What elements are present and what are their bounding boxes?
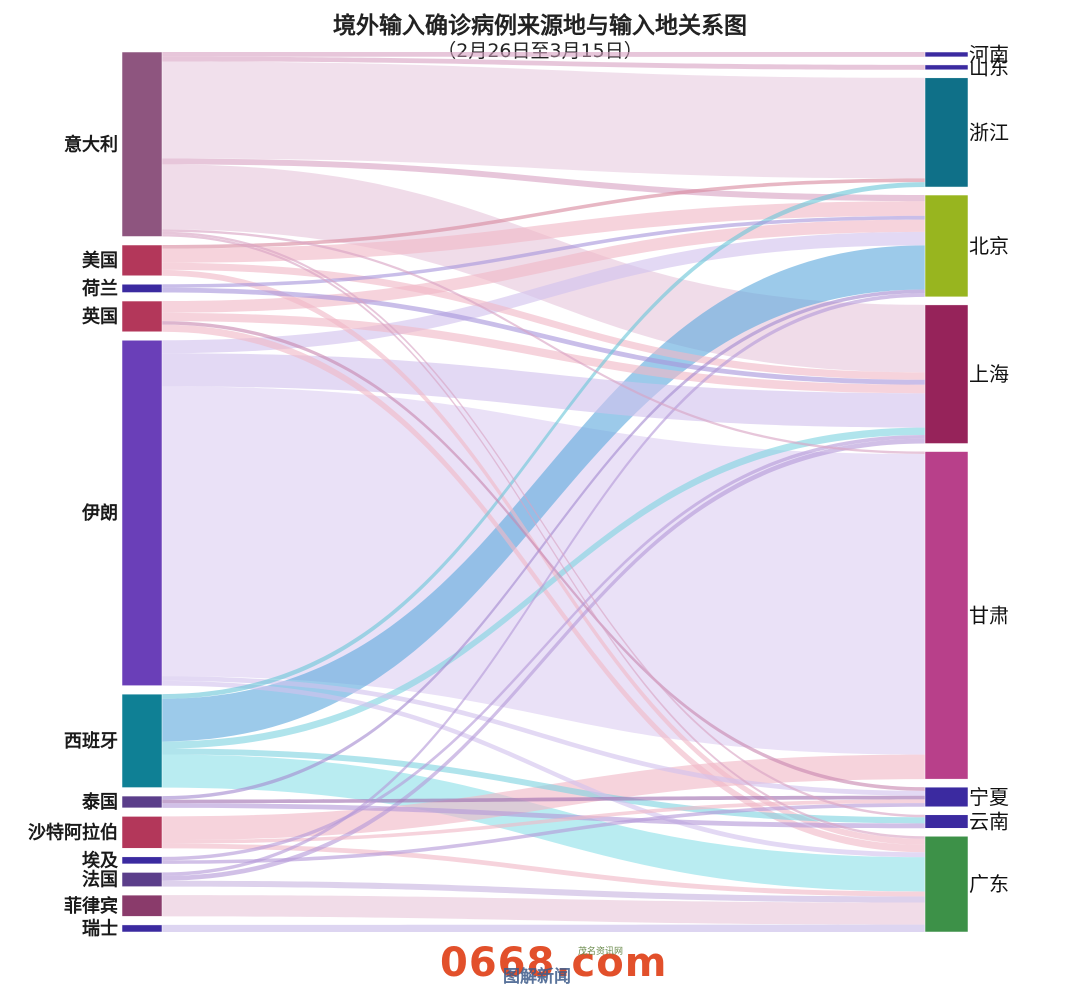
source-label-0: 意大利	[64, 133, 118, 155]
target-label-8: 广东	[969, 872, 1009, 896]
source-label-7: 沙特阿拉伯	[28, 821, 118, 843]
flow-e88bb1e59bbd-to-e4b88ae6b5b7	[162, 312, 925, 394]
target-node-4	[924, 304, 969, 444]
source-label-5: 西班牙	[64, 731, 118, 752]
source-label-6: 泰国	[81, 791, 118, 813]
target-label-4: 上海	[969, 362, 1009, 386]
source-label-8: 埃及	[82, 849, 119, 871]
target-node-0	[924, 51, 969, 58]
flow-links	[162, 52, 925, 932]
flow-e6b3b0e59bbd-to-e5ae81e5a48f	[162, 795, 925, 804]
target-node-5	[924, 451, 969, 780]
source-node-1	[121, 244, 163, 277]
target-label-0: 河南	[969, 42, 1009, 66]
source-node-2	[121, 284, 163, 293]
flow-e6848fe5a4a7e588a9-to-e4ba91e58d97	[162, 231, 925, 818]
target-node-6	[924, 786, 969, 808]
target-label-1: 山东	[969, 55, 1009, 79]
flow-e6b395e59bbd-to-e58c97e4baac	[162, 293, 925, 876]
flow-e88db7e585b0-to-e4b88ae6b5b7	[162, 287, 925, 385]
flow-e7be8ee59bbd-to-e58c97e4baac	[162, 201, 925, 263]
flow-e6b395e59bbd-to-e4b88ae6b5b7	[162, 438, 925, 881]
flow-e7be8ee59bbd-to-e4b88ae6b5b7	[162, 262, 925, 380]
flow-e4bc8ae69c97-to-e5ae81e5a48f	[162, 676, 925, 796]
source-node-0	[121, 51, 163, 237]
flow-e6848fe5a4a7e588a9-to-e58c97e4baac	[162, 158, 925, 202]
target-label-7: 云南	[969, 810, 1009, 834]
flow-e88bb1e59bbd-to-e5ae81e5a48f	[162, 321, 925, 791]
source-label-11: 瑞士	[82, 918, 118, 939]
target-node-7	[924, 814, 969, 829]
flow-e6848fe5a4a7e588a9-to-e79498e88283	[162, 229, 925, 454]
flow-e6b395e59bbd-to-e5b9bfe4b89c	[162, 880, 925, 903]
source-label-1: 美国	[82, 249, 118, 271]
chart-title: 境外输入确诊病例来源地与输入地关系图	[333, 13, 747, 39]
source-node-7	[121, 816, 163, 849]
flow-e88bb1e59bbd-to-e58c97e4baac	[162, 219, 925, 313]
flow-e6848fe5a4a7e588a9-to-e6b599e6b19f	[162, 61, 925, 179]
source-label-9: 法国	[82, 869, 118, 891]
flow-e8a5bfe78fade78999-to-e58c97e4baac	[162, 245, 925, 742]
source-node-3	[121, 300, 163, 333]
flow-e8a5bfe78fade78999-to-e6b599e6b19f	[162, 182, 925, 699]
flow-e8a5bfe78fade78999-to-e4b88ae6b5b7	[162, 427, 925, 749]
flow-e59f83e58f8a-to-e4b88ae6b5b7	[162, 434, 925, 861]
target-node-8	[924, 836, 969, 933]
source-node-4	[121, 340, 163, 686]
target-label-2: 浙江	[969, 120, 1009, 144]
watermark-site-name: 茂名资讯网	[578, 947, 624, 957]
watermark-logo: 0668.com	[440, 940, 668, 986]
target-label-5: 甘肃	[969, 603, 1009, 627]
flow-e88db7e585b0-to-e58c97e4baac	[162, 215, 925, 288]
source-label-3: 英国	[81, 305, 118, 327]
source-node-6	[121, 795, 163, 809]
flow-e6b299e789b9e998bfe68b89e4bcaf-to-e5ae81e5a48f	[162, 799, 925, 844]
source-node-11	[121, 924, 163, 933]
source-label-10: 菲律宾	[64, 895, 118, 917]
source-node-10	[121, 894, 163, 917]
target-label-6: 宁夏	[969, 785, 1009, 809]
source-node-5	[121, 693, 163, 788]
flow-e6b299e789b9e998bfe68b89e4bcaf-to-e5b9bfe4b89c	[162, 843, 925, 897]
flow-e6848fe5a4a7e588a9-to-e5b9bfe4b89c	[162, 234, 925, 839]
nodes	[121, 51, 969, 933]
flow-e88fb2e5be8be5aebe-to-e5b9bfe4b89c	[162, 895, 925, 925]
flow-e4bc8ae69c97-to-e58c97e4baac	[162, 231, 925, 354]
flow-e6b3b0e59bbd-to-e58c97e4baac	[162, 289, 925, 800]
flow-e6b299e789b9e998bfe68b89e4bcaf-to-e79498e88283	[162, 754, 925, 841]
target-node-2	[924, 77, 969, 188]
source-label-4: 伊朗	[81, 502, 118, 524]
flow-e6b3b0e59bbd-to-e4ba91e58d97	[162, 803, 925, 829]
source-node-9	[121, 872, 163, 887]
target-node-1	[924, 64, 969, 71]
watermark-under-text: 图解新闻	[503, 967, 571, 987]
flow-e59f83e58f8a-to-e5ae81e5a48f	[162, 803, 925, 864]
flow-e4bc8ae69c97-to-e5b9bfe4b89c	[162, 680, 925, 858]
target-label-3: 北京	[969, 234, 1009, 258]
target-node-3	[924, 194, 969, 298]
source-node-8	[121, 856, 163, 865]
flow-e7be8ee59bbd-to-e6b599e6b19f	[162, 178, 925, 249]
flow-e8a5bfe78fade78999-to-e4ba91e58d97	[162, 748, 925, 824]
flow-e7919ee5a3ab-to-e5b9bfe4b89c	[162, 924, 925, 932]
flow-e6848fe5a4a7e588a9-to-e6b2b3e58d97	[162, 52, 925, 57]
flow-e6848fe5a4a7e588a9-to-e5b1b1e4b89c	[162, 56, 925, 70]
source-label-2: 荷兰	[82, 277, 118, 299]
